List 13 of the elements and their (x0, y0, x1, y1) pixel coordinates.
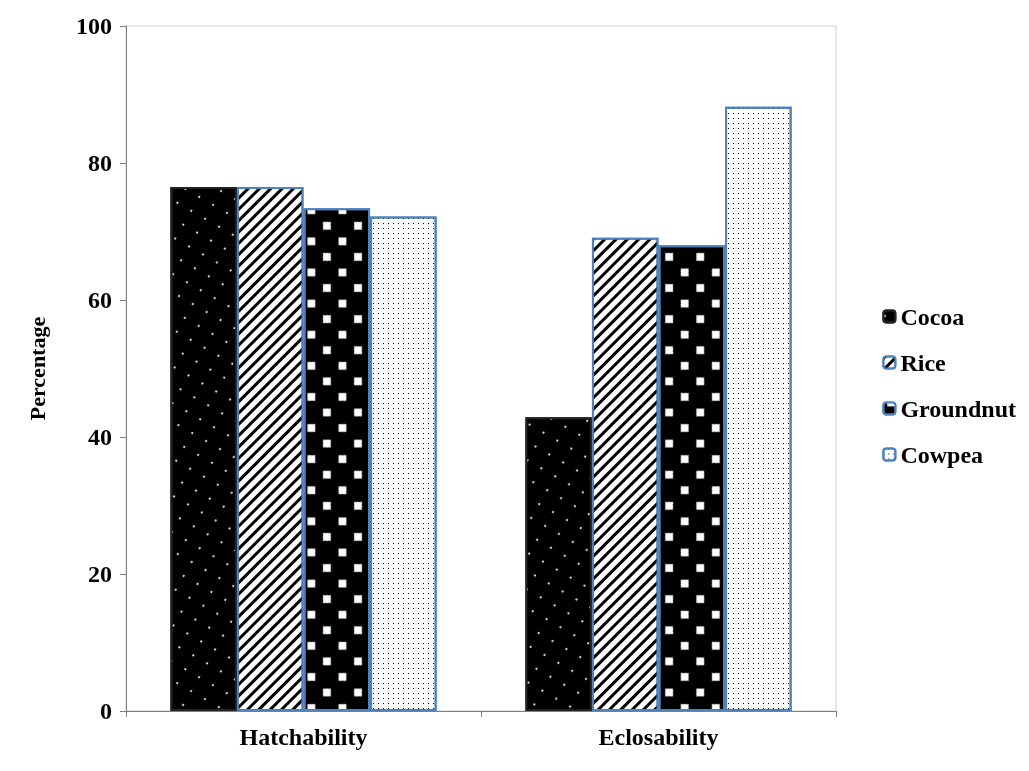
legend-label: Cocoa (900, 303, 965, 330)
y-tick-label: 80 (88, 150, 112, 176)
legend-label: Groundnut (900, 395, 1017, 422)
y-axis-title: Percentage (24, 316, 50, 421)
y-tick-label: 0 (100, 698, 112, 724)
legend-label: Cowpea (900, 441, 984, 468)
y-tick-label: 20 (88, 561, 112, 587)
x-tick-label: Hatchability (239, 724, 368, 750)
legend-label: Rice (900, 349, 947, 376)
y-tick-label: 60 (88, 287, 112, 313)
x-tick-label: Eclosability (598, 724, 719, 750)
y-tick-label: 40 (88, 424, 112, 450)
y-tick-label: 100 (76, 13, 112, 39)
